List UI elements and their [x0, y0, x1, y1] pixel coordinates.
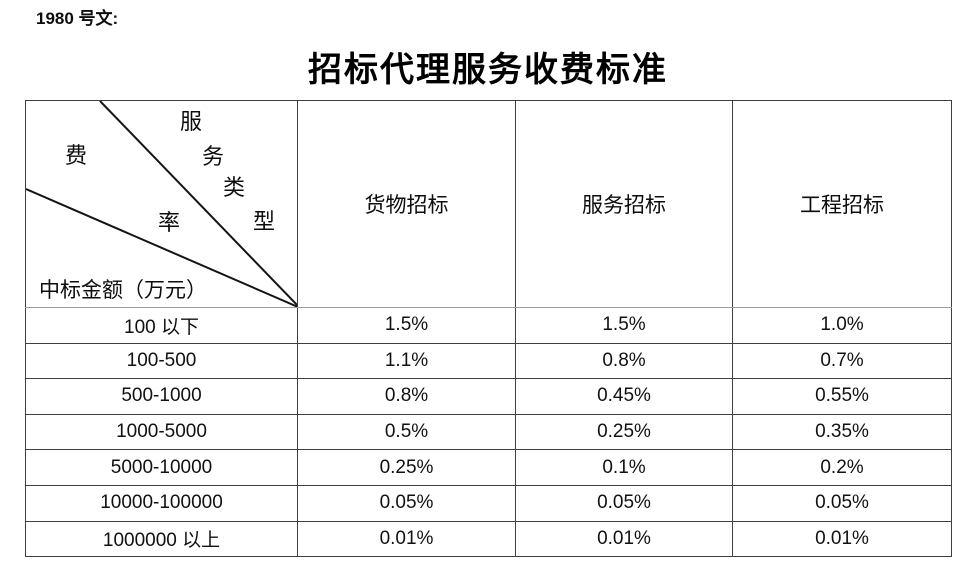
- corner-label-service-type-char: 服: [180, 109, 203, 134]
- table-row: 1000000 以上 0.01% 0.01% 0.01%: [25, 520, 952, 558]
- fee-value: 1.5%: [297, 307, 516, 344]
- fee-value: 0.7%: [732, 342, 952, 380]
- diagonal-divider-lines: [26, 101, 297, 307]
- fee-value: 0.1%: [515, 449, 733, 486]
- fee-value: 1.5%: [515, 307, 733, 344]
- table-corner-cell: 服 务 类 型 费 率 中标金额（万元）: [25, 100, 298, 308]
- corner-label-service-type-char: 型: [253, 209, 276, 234]
- table-header-row: 服 务 类 型 费 率 中标金额（万元） 货物招标 服务招标 工程招标: [25, 100, 952, 308]
- fee-value: 1.1%: [297, 342, 516, 380]
- doc-reference: 1980 号文:: [36, 9, 119, 28]
- column-header-engineering-bidding: 工程招标: [732, 100, 952, 308]
- table-row: 100 以下 1.5% 1.5% 1.0%: [25, 307, 952, 344]
- fee-value: 0.01%: [297, 520, 516, 558]
- row-range-label: 100-500: [25, 342, 298, 380]
- fee-value: 0.05%: [732, 484, 952, 522]
- column-header-service-bidding: 服务招标: [515, 100, 733, 308]
- fee-value: 0.25%: [297, 449, 516, 486]
- row-range-label: 1000-5000: [25, 413, 298, 451]
- fee-value: 0.01%: [732, 520, 952, 558]
- row-range-label: 5000-10000: [25, 449, 298, 486]
- fee-value: 0.5%: [297, 413, 516, 451]
- corner-label-service-type-char: 务: [202, 144, 225, 169]
- table-row: 5000-10000 0.25% 0.1% 0.2%: [25, 449, 952, 486]
- corner-label-rate-char: 率: [158, 210, 181, 235]
- page-title: 招标代理服务收费标准: [308, 52, 668, 89]
- fee-value: 0.8%: [515, 342, 733, 380]
- column-header-goods-bidding: 货物招标: [297, 100, 516, 308]
- row-range-label: 500-1000: [25, 378, 298, 415]
- fee-value: 0.25%: [515, 413, 733, 451]
- fee-value: 0.01%: [515, 520, 733, 558]
- table-row: 500-1000 0.8% 0.45% 0.55%: [25, 378, 952, 415]
- fee-value: 0.55%: [732, 378, 952, 415]
- title-container: 招标代理服务收费标准: [25, 42, 951, 91]
- fee-value: 0.35%: [732, 413, 952, 451]
- table-row: 10000-100000 0.05% 0.05% 0.05%: [25, 484, 952, 522]
- fee-value: 0.05%: [515, 484, 733, 522]
- row-range-label: 100 以下: [25, 307, 298, 344]
- fee-value: 1.0%: [732, 307, 952, 344]
- table-row: 1000-5000 0.5% 0.25% 0.35%: [25, 413, 952, 451]
- fee-value: 0.05%: [297, 484, 516, 522]
- corner-label-bid-amount: 中标金额（万元）: [39, 278, 207, 302]
- row-range-label: 10000-100000: [25, 484, 298, 522]
- row-range-label: 1000000 以上: [25, 520, 298, 558]
- corner-label-rate-char: 费: [65, 143, 88, 168]
- fee-value: 0.2%: [732, 449, 952, 486]
- fee-value: 0.45%: [515, 378, 733, 415]
- corner-label-service-type-char: 类: [223, 175, 246, 200]
- fee-table: 服 务 类 型 费 率 中标金额（万元） 货物招标 服务招标 工程招标 100 …: [25, 100, 952, 558]
- fee-value: 0.8%: [297, 378, 516, 415]
- table-row: 100-500 1.1% 0.8% 0.7%: [25, 342, 952, 380]
